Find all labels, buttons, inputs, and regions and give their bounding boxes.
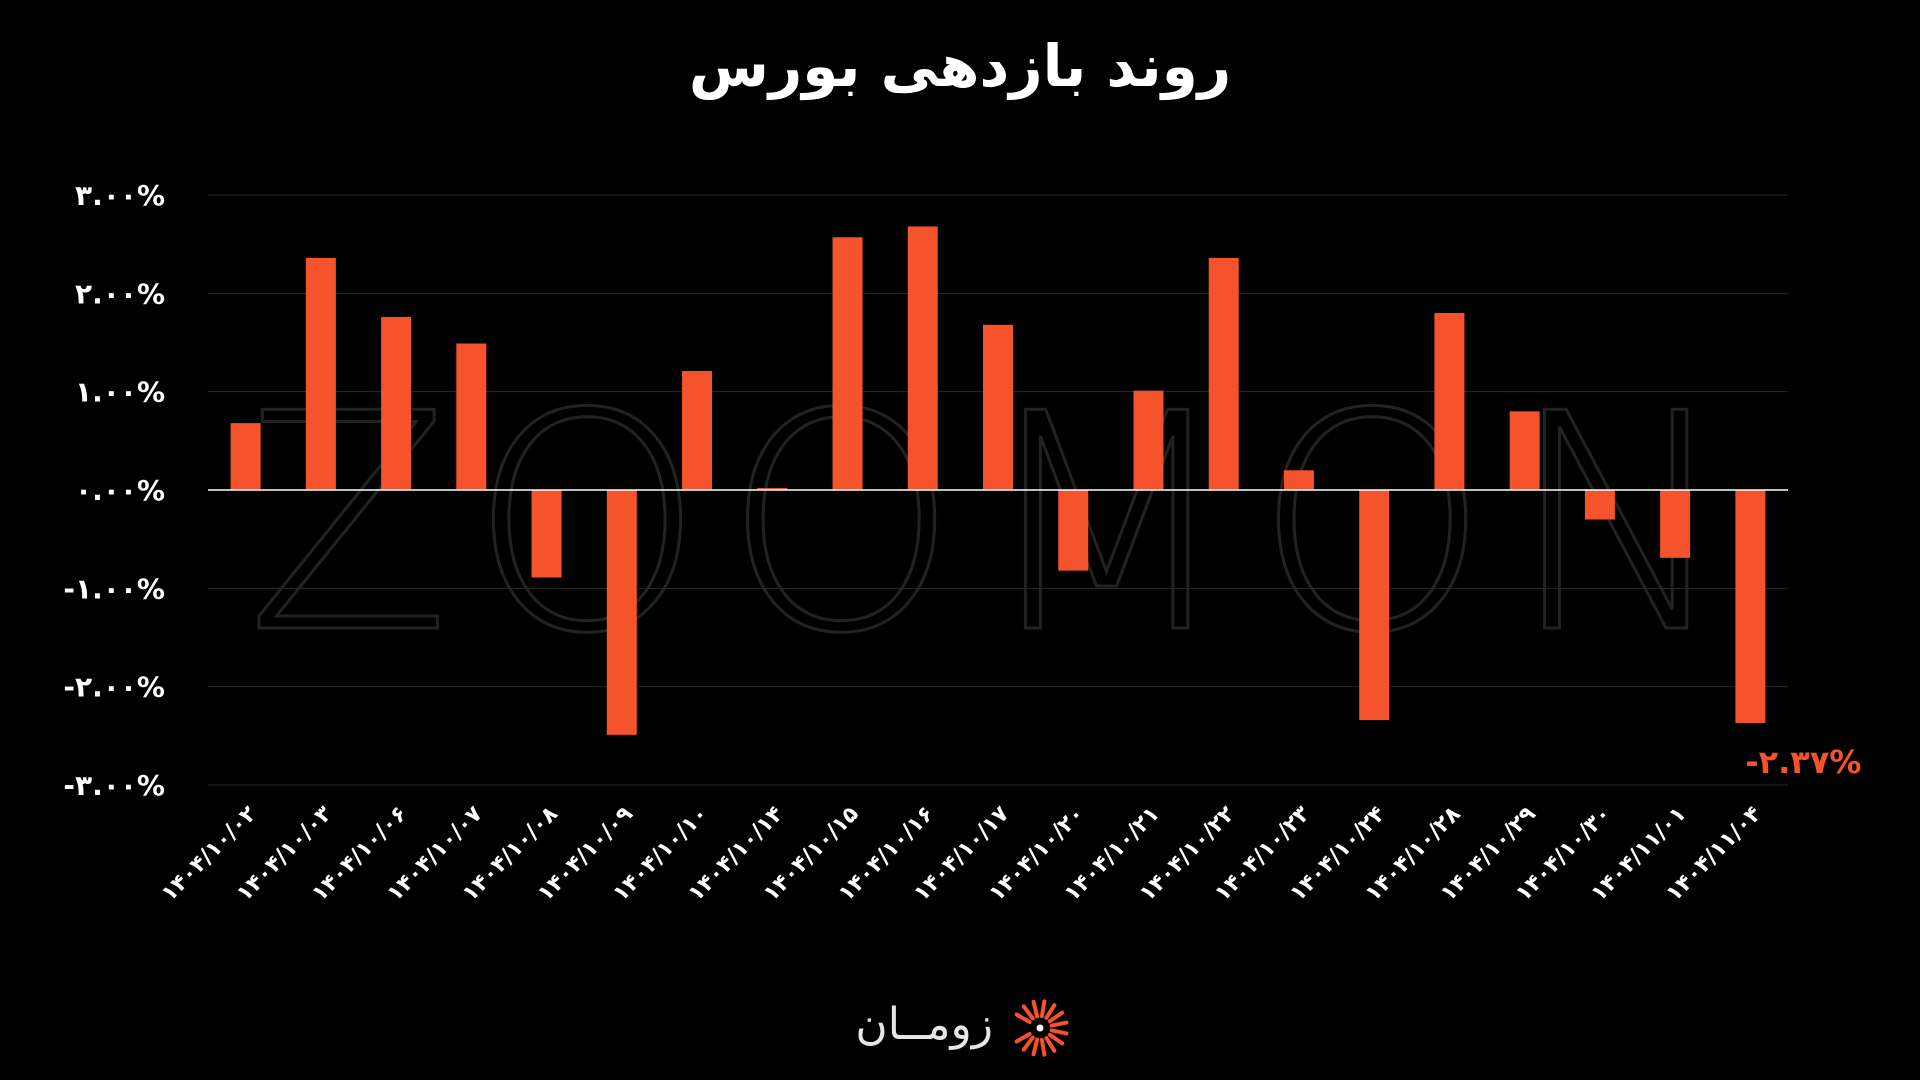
sunburst-logo-icon (1014, 999, 1069, 1057)
bar (1133, 390, 1164, 490)
bar (832, 237, 863, 490)
bar (1359, 490, 1390, 721)
bar (1208, 257, 1239, 490)
bar (1283, 470, 1314, 490)
bar (230, 423, 261, 490)
bar (907, 226, 938, 490)
y-tick-label: -۳.۰۰% (63, 769, 165, 802)
bar (606, 490, 637, 735)
bar (456, 343, 487, 490)
bar (682, 371, 713, 490)
bar (1660, 490, 1691, 558)
y-tick-label: ۳.۰۰% (75, 179, 165, 212)
bar (305, 257, 336, 490)
bar (757, 488, 788, 490)
bar (1434, 313, 1465, 490)
brand-footer: زومــان (845, 995, 1075, 1065)
bar (381, 316, 412, 490)
y-tick-label: -۱.۰۰% (63, 572, 165, 605)
y-tick-label: ۲.۰۰% (75, 277, 165, 310)
bar (1058, 490, 1089, 571)
bar (1735, 490, 1766, 724)
bar (1584, 490, 1615, 520)
data-label: -۲.۳۷% (1745, 743, 1861, 781)
chart-title: روند بازدهی بورس (688, 32, 1232, 100)
bar (1509, 411, 1540, 490)
bar (983, 324, 1013, 490)
brand-name: زومــان (855, 999, 993, 1050)
y-tick-label: -۲.۰۰% (63, 671, 165, 704)
bar (531, 490, 562, 578)
y-tick-label: ۱.۰۰% (75, 376, 165, 409)
y-tick-label: ۰.۰۰% (75, 474, 165, 507)
